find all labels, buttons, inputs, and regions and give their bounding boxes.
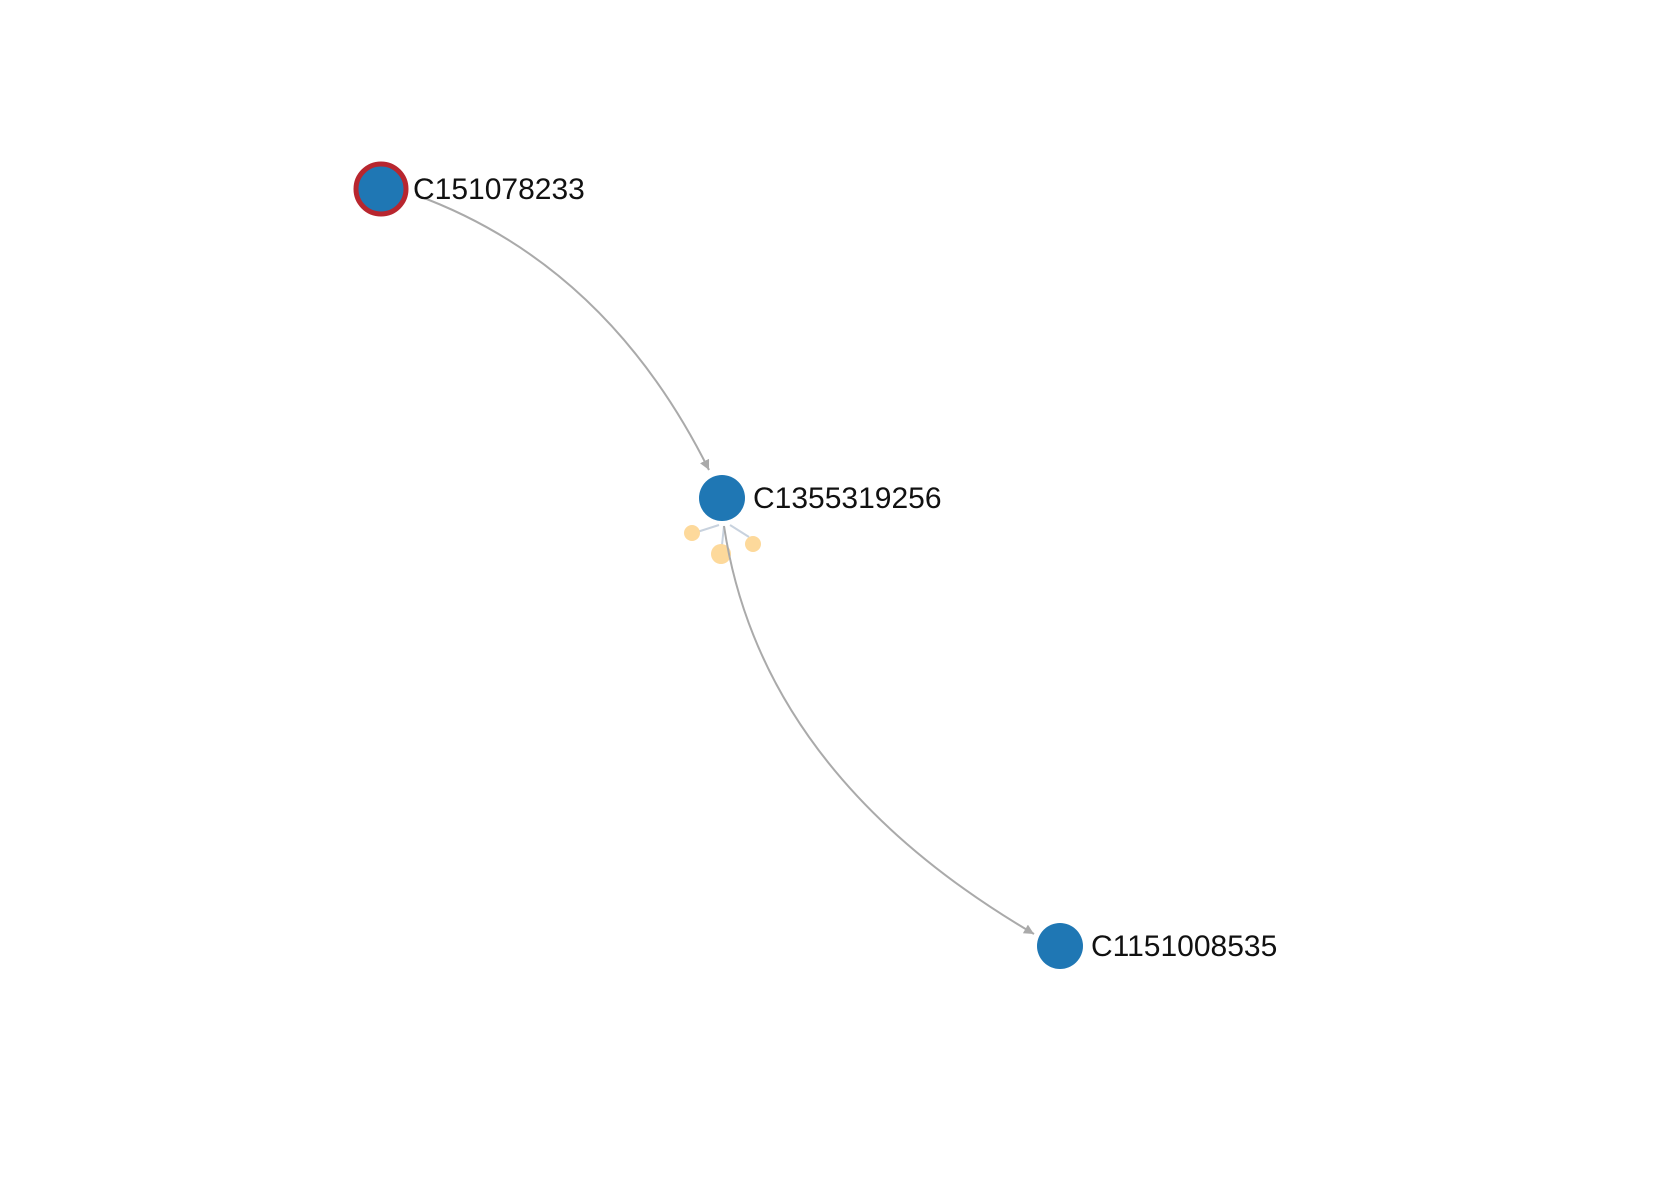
edge-c1355319256-to-c1151008535[interactable] bbox=[723, 525, 1035, 935]
node-label: C1355319256 bbox=[753, 482, 942, 515]
node-circle[interactable] bbox=[699, 475, 745, 521]
edge-c151078233-to-c1355319256[interactable] bbox=[415, 194, 710, 471]
node-circle-selected[interactable] bbox=[353, 161, 409, 217]
satellite-node[interactable] bbox=[745, 536, 761, 552]
edge-layer bbox=[415, 194, 1035, 935]
satellite-group bbox=[684, 524, 761, 564]
node-C1355319256[interactable]: C1355319256 bbox=[699, 475, 942, 521]
node-C151078233[interactable]: C151078233 bbox=[353, 161, 585, 217]
node-circle[interactable] bbox=[1037, 923, 1083, 969]
node-C1151008535[interactable]: C1151008535 bbox=[1037, 923, 1277, 969]
satellite-node[interactable] bbox=[684, 525, 700, 541]
node-label: C151078233 bbox=[413, 173, 585, 206]
satellite-link bbox=[729, 524, 750, 538]
satellite-node[interactable] bbox=[711, 544, 731, 564]
node-label: C1151008535 bbox=[1091, 930, 1277, 963]
